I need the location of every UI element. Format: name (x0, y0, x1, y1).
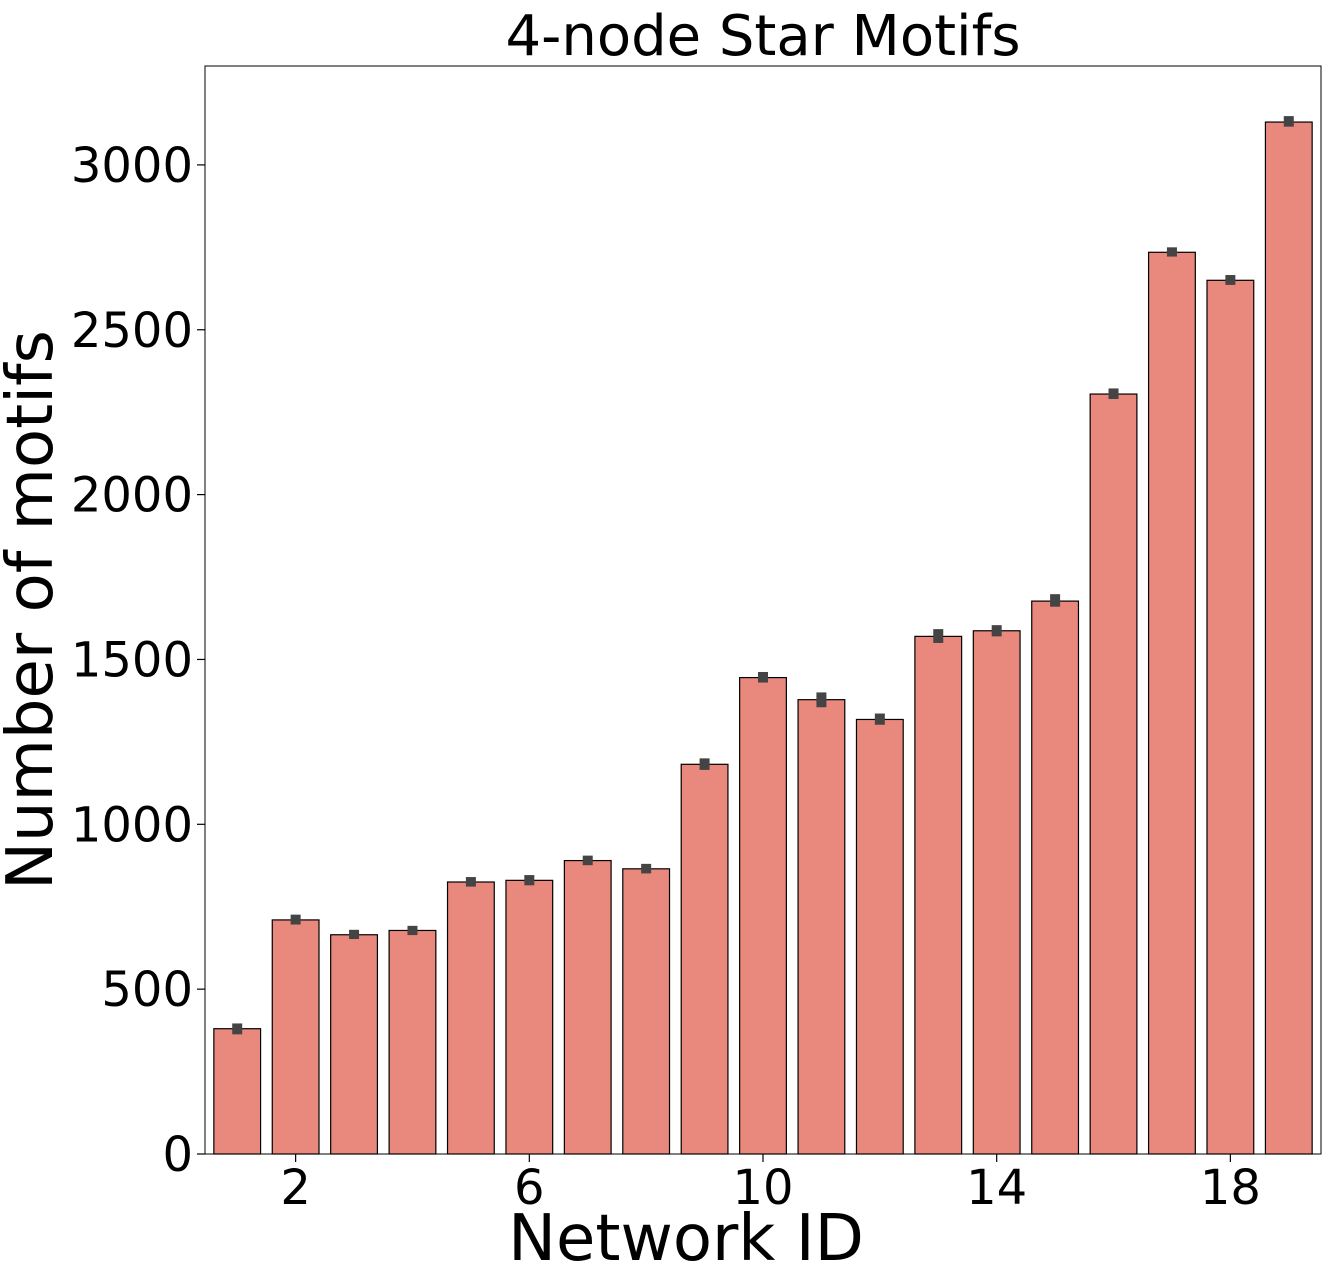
y-tick-label: 1000 (71, 797, 193, 853)
error-bar-network-10 (758, 671, 768, 683)
error-bar-network-14 (991, 625, 1002, 637)
x-axis-label: Network ID (508, 1202, 864, 1276)
x-tick-label: 18 (1200, 1160, 1261, 1216)
x-tick-label: 2 (280, 1160, 311, 1216)
bar-network-3 (330, 934, 379, 1155)
bar-network-19 (1264, 121, 1313, 1155)
error-bar-network-17 (1166, 247, 1177, 257)
bar-network-12 (855, 718, 904, 1155)
y-tick-label: 0 (162, 1127, 193, 1183)
y-tick-label: 1500 (71, 632, 193, 688)
bar-network-10 (739, 676, 787, 1155)
error-bar-network-15 (1050, 594, 1061, 607)
bar-network-11 (797, 699, 846, 1155)
x-tick-label: 10 (732, 1160, 793, 1216)
error-bar-network-12 (874, 713, 885, 725)
bar-network-6 (505, 879, 554, 1155)
bar-network-18 (1206, 279, 1255, 1155)
x-tick-label: 6 (514, 1160, 545, 1216)
x-tick-label: 14 (966, 1160, 1027, 1216)
bar-network-17 (1147, 251, 1196, 1155)
bar-network-14 (972, 630, 1021, 1155)
y-tick-label: 2000 (71, 468, 193, 524)
y-axis: 0 500 1000 1500 2000 2500 3000 (71, 138, 205, 1183)
bar-network-8 (622, 868, 671, 1155)
bar-network-7 (563, 859, 612, 1155)
bars-group (213, 121, 1313, 1155)
x-axis: 2 6 10 14 18 (280, 1154, 1261, 1216)
error-bar-network-3 (349, 929, 360, 940)
error-bar-network-19 (1283, 116, 1294, 127)
error-bar-network-16 (1108, 388, 1119, 399)
error-bar-network-1 (232, 1023, 243, 1035)
error-bar-network-7 (582, 855, 593, 866)
error-bars-group (232, 116, 1294, 1035)
y-tick-label: 3000 (71, 138, 193, 194)
bar-network-4 (388, 929, 437, 1155)
y-axis-label: Number of motifs (0, 330, 68, 890)
bar-network-9 (680, 763, 729, 1155)
bar-network-16 (1089, 393, 1138, 1155)
error-bar-network-13 (933, 629, 944, 643)
bar-network-13 (914, 635, 963, 1155)
y-tick-label: 500 (101, 962, 193, 1018)
error-bar-network-6 (524, 875, 535, 886)
chart-title: 4-node Star Motifs (505, 4, 1020, 69)
error-bar-network-9 (699, 758, 710, 770)
error-bar-network-8 (641, 863, 652, 874)
bar-network-2 (271, 919, 320, 1155)
error-bar-network-18 (1225, 275, 1236, 285)
bar-network-15 (1031, 600, 1080, 1155)
bar-network-5 (446, 881, 495, 1155)
bar-network-1 (213, 1028, 262, 1155)
error-bar-network-5 (465, 877, 476, 887)
error-bar-network-4 (407, 925, 418, 936)
error-bar-network-11 (816, 692, 827, 708)
y-tick-label: 2500 (71, 303, 193, 359)
error-bar-network-2 (290, 914, 301, 925)
